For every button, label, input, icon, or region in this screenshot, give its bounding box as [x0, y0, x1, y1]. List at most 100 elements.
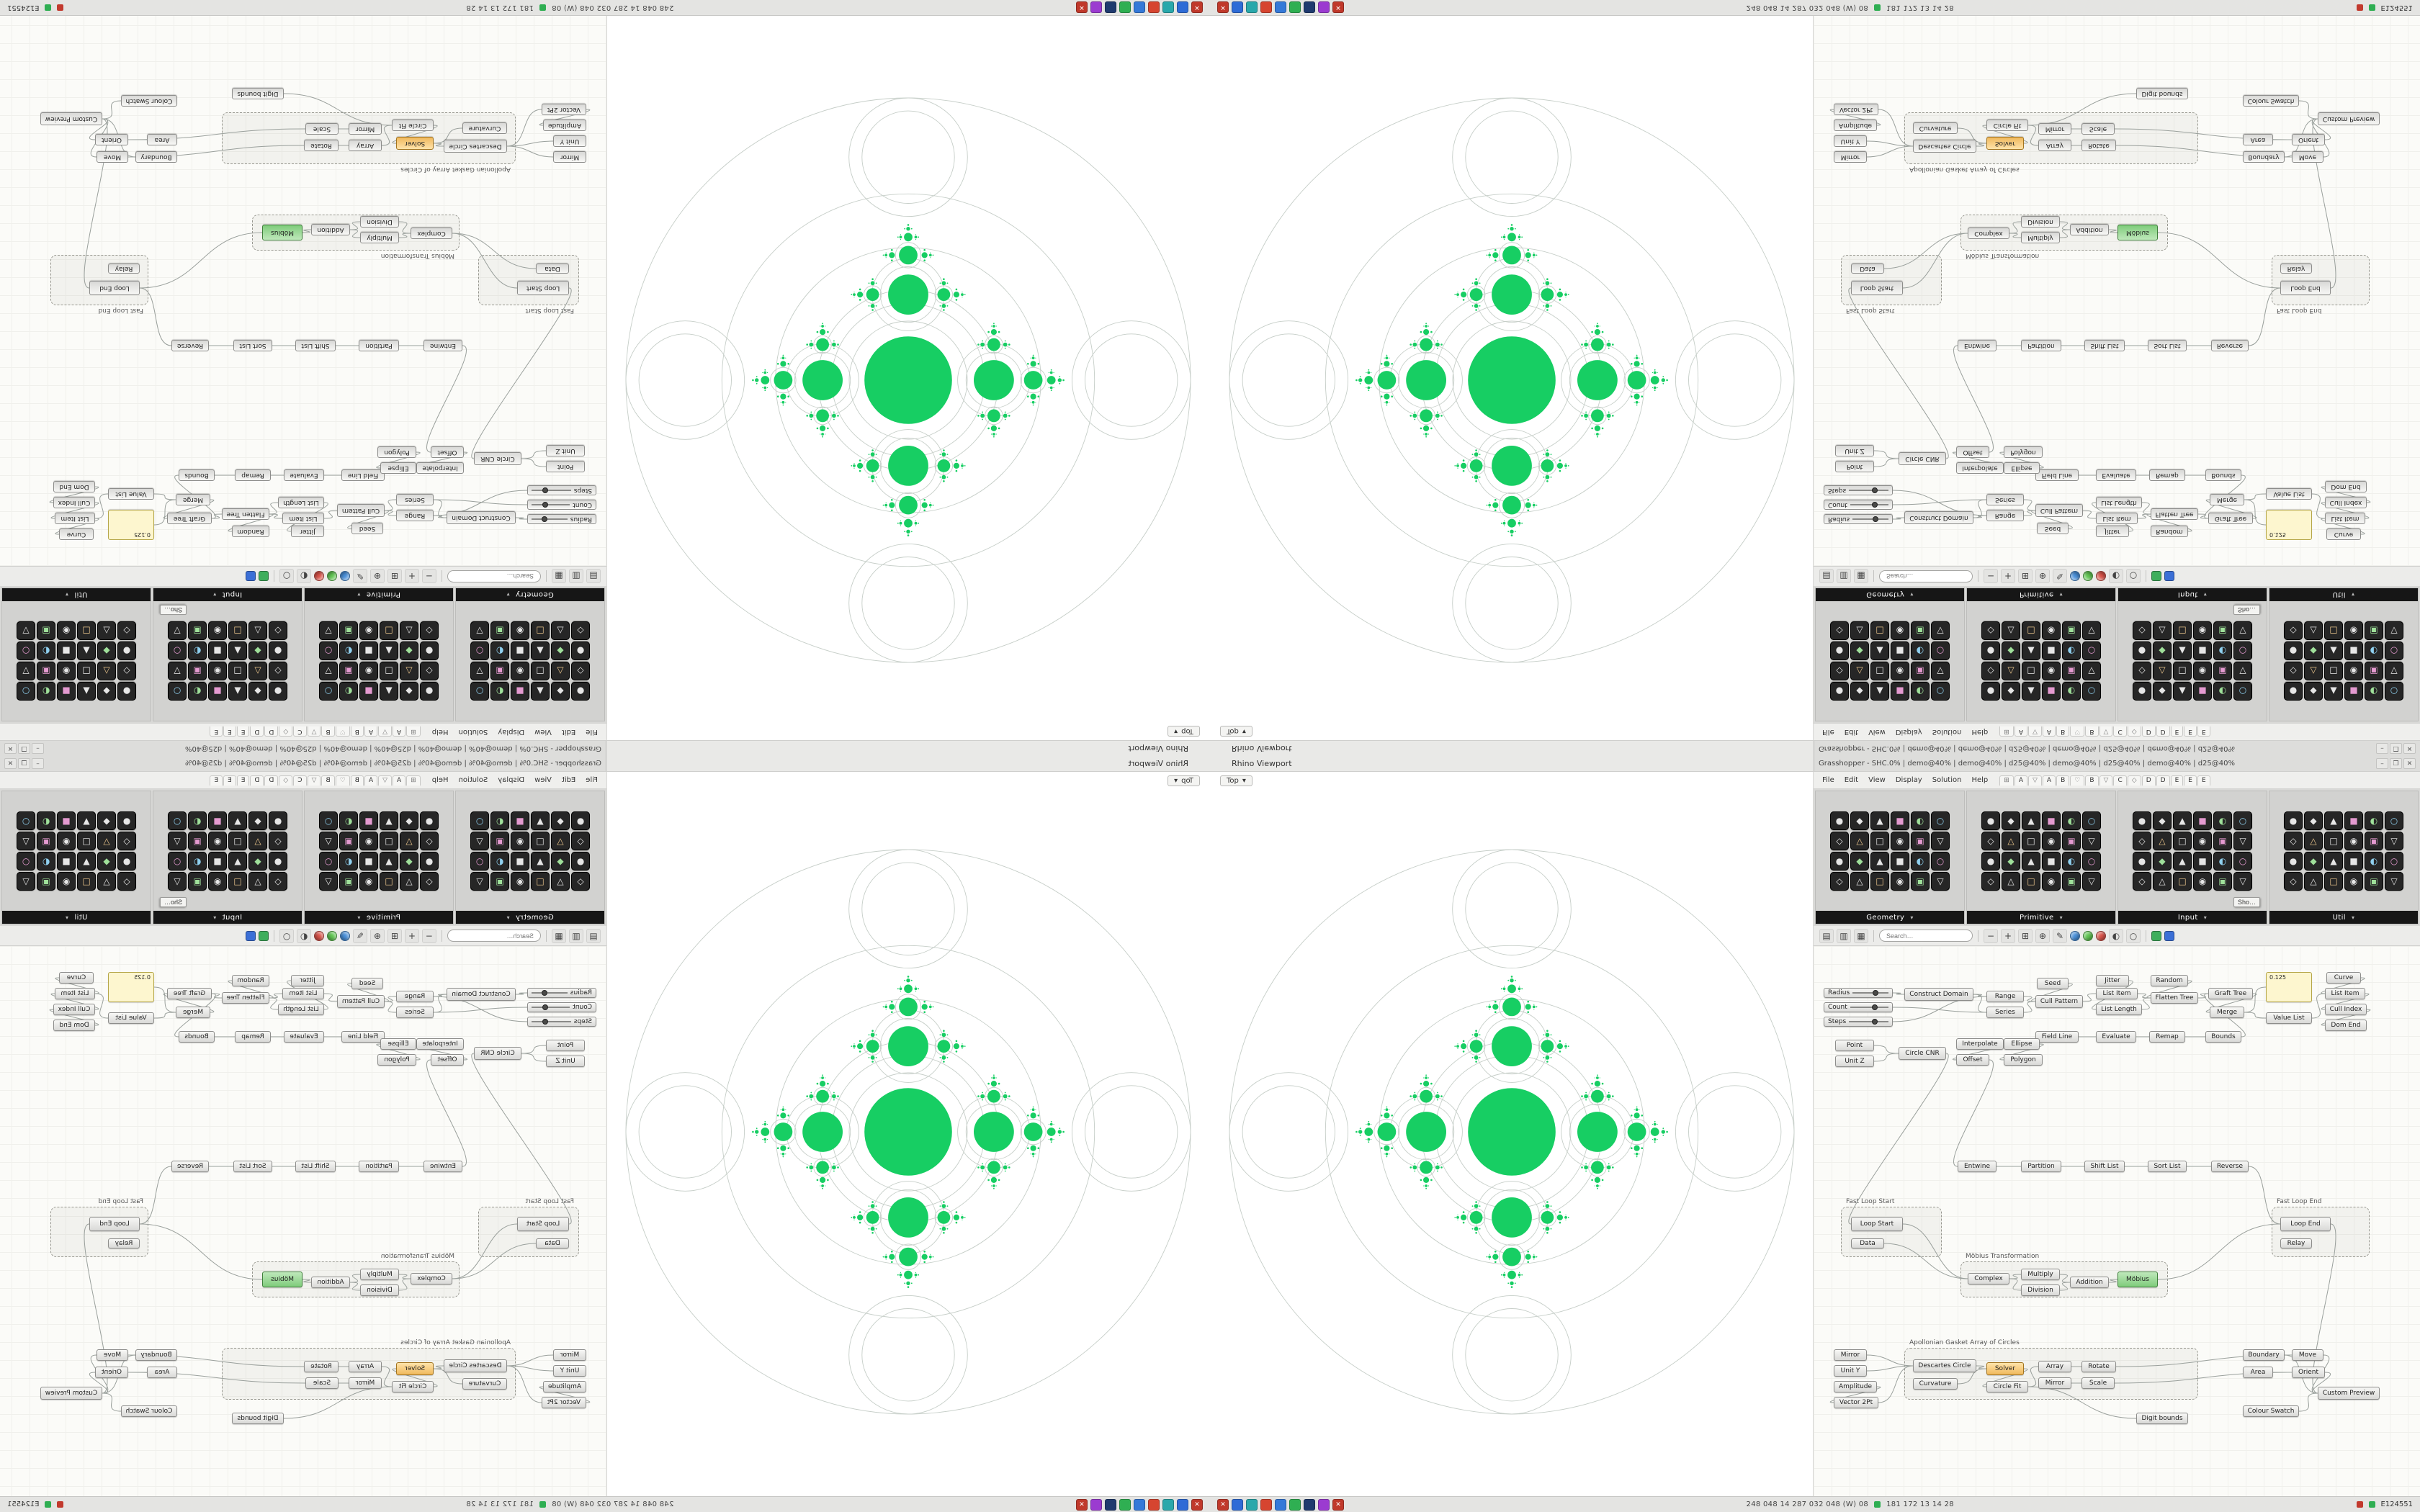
- palette-icon-md-slider[interactable]: ▽: [168, 662, 187, 680]
- node-loop-end-25[interactable]: Loop End: [2280, 281, 2331, 295]
- node-relay-26[interactable]: Relay: [108, 1238, 140, 1248]
- node-range-7[interactable]: Range: [1986, 991, 2024, 1002]
- palette-icon-context-bake[interactable]: ▣: [2213, 621, 2232, 640]
- tab-icon-0[interactable]: ⊞: [1999, 726, 2014, 737]
- node-0-125-15[interactable]: 0.125: [108, 510, 154, 540]
- node-orient-57[interactable]: Orient: [95, 134, 128, 145]
- preview-settings-button[interactable]: ◐: [2109, 928, 2123, 943]
- palette-icon-timer[interactable]: ▣: [2365, 832, 2383, 850]
- wire-35[interactable]: [1848, 287, 1949, 459]
- node-value-list-16[interactable]: Value List: [108, 488, 154, 500]
- wire-50[interactable]: [1982, 125, 2028, 144]
- wire-18[interactable]: [2321, 993, 2370, 1010]
- node-steps-2[interactable]: Steps: [1824, 1017, 1893, 1027]
- palette-icon-point-cloud[interactable]: ▲: [1870, 642, 1889, 660]
- slider-knob[interactable]: [1871, 487, 1878, 493]
- wire-36[interactable]: [452, 233, 518, 289]
- node-cull-index-19[interactable]: Cull Index: [2325, 1004, 2367, 1015]
- wire-41[interactable]: [2059, 221, 2071, 230]
- palette-icon-panel[interactable]: ◆: [2153, 642, 2172, 660]
- palette-icon-object-details[interactable]: △: [248, 621, 267, 640]
- wire-10[interactable]: [2137, 513, 2151, 519]
- palette-icon-subd[interactable]: ◐: [1911, 852, 1930, 870]
- wire-7[interactable]: [2023, 510, 2036, 516]
- node-count-1[interactable]: Count: [527, 1002, 596, 1012]
- wire-1[interactable]: [433, 1007, 528, 1013]
- node-entwine-49[interactable]: Entwine: [424, 340, 462, 351]
- palette-icon-scribble[interactable]: ◉: [57, 662, 76, 680]
- palette-icon-interval[interactable]: ●: [1981, 642, 2000, 660]
- node-multiply-28[interactable]: Multiply: [2021, 232, 2060, 243]
- node-rotate-38[interactable]: Rotate: [304, 1361, 339, 1372]
- tab-d-10[interactable]: D: [2141, 775, 2156, 786]
- node-unit-z-4[interactable]: Unit Z: [546, 445, 585, 456]
- minimize-button[interactable]: –: [2376, 758, 2388, 769]
- palette-icon-wish[interactable]: ▣: [2365, 621, 2383, 640]
- palette-panel-name-geometry[interactable]: Geometry ▾: [1816, 911, 1964, 924]
- palette-icon-fitness-landscape[interactable]: ○: [2385, 682, 2403, 701]
- palette-icon-colour[interactable]: ◆: [2002, 682, 2020, 701]
- wire-61[interactable]: [84, 118, 108, 289]
- node-offset-62[interactable]: Offset: [431, 1054, 464, 1066]
- palette-icon-twisted-box[interactable]: △: [551, 872, 570, 891]
- palette-icon-mesh-face[interactable]: ▽: [1931, 662, 1950, 680]
- slider-knob[interactable]: [1873, 990, 1879, 996]
- wire-19[interactable]: [49, 1009, 99, 1026]
- palette-icon-plane[interactable]: ●: [571, 642, 590, 660]
- sketch-button[interactable]: ✎: [353, 928, 367, 943]
- palette-icon-data-dam[interactable]: ■: [57, 811, 76, 830]
- menu-file[interactable]: File: [586, 776, 598, 784]
- node-steps-2[interactable]: Steps: [1824, 485, 1893, 495]
- node-scale-39[interactable]: Scale: [2081, 123, 2115, 135]
- node-interpolate-61[interactable]: Interpolate: [1956, 1038, 2004, 1050]
- close-button[interactable]: ✕: [2403, 758, 2416, 769]
- taskbar-app-red[interactable]: [1148, 1, 1160, 14]
- hide-preview-button[interactable]: ○: [2126, 569, 2141, 584]
- taskbar-app-lightblue[interactable]: [1134, 1, 1145, 14]
- palette-icon-control-knob[interactable]: ○: [168, 811, 187, 830]
- palette-icon-context-print[interactable]: ◉: [208, 872, 227, 891]
- palette-icon-geometry-cache[interactable]: ▣: [1911, 621, 1930, 640]
- node-custom-preview-21[interactable]: Custom Preview: [2318, 112, 2380, 125]
- node-curve-17[interactable]: Curve: [59, 528, 94, 540]
- node-polygon-63[interactable]: Polygon: [377, 446, 416, 458]
- zoom-out-button[interactable]: −: [1984, 928, 1998, 943]
- wire-28[interactable]: [376, 451, 421, 469]
- palette-icon-digit-scroller[interactable]: ◇: [269, 832, 287, 850]
- node-list-item-18[interactable]: List Item: [55, 513, 95, 524]
- palette-icon-culture[interactable]: ■: [359, 811, 378, 830]
- palette-icon-panel[interactable]: ◆: [248, 852, 267, 870]
- wire-9[interactable]: [323, 993, 338, 1002]
- node-seed-59[interactable]: Seed: [351, 978, 383, 989]
- palette-icon-point-cloud[interactable]: ▲: [531, 642, 550, 660]
- wire-61[interactable]: [2312, 1223, 2336, 1394]
- node-list-length-11[interactable]: List Length: [278, 497, 324, 508]
- node-circle-cnr-5[interactable]: Circle CNR: [1899, 452, 1946, 465]
- node-list-item-10[interactable]: List Item: [2096, 988, 2138, 999]
- palette-icon-boolean-toggle[interactable]: ●: [2133, 682, 2151, 701]
- palette-panel-name-input[interactable]: Input ▾: [2118, 588, 2267, 601]
- palette-icon-gene-pool[interactable]: △: [248, 662, 267, 680]
- pan-button[interactable]: ⊕: [370, 928, 385, 943]
- wire-24[interactable]: [2146, 980, 2192, 999]
- palette-icon-gene-pool[interactable]: △: [2153, 662, 2172, 680]
- sketch-button[interactable]: ✎: [2053, 928, 2067, 943]
- palette-panel-name-geometry[interactable]: Geometry ▾: [456, 911, 604, 924]
- palette-icon-ungroup[interactable]: ■: [2344, 852, 2363, 870]
- node-cull-pattern-9[interactable]: Cull Pattern: [2035, 504, 2083, 517]
- palette-icon-atom-data[interactable]: □: [228, 872, 247, 891]
- node-m-bius-31[interactable]: Möbius: [262, 225, 302, 240]
- palette-icon-subd[interactable]: ◐: [1911, 642, 1930, 660]
- wire-10[interactable]: [2137, 993, 2151, 999]
- node-colour-swatch-22[interactable]: Colour Swatch: [121, 1405, 177, 1417]
- wire-0[interactable]: [1892, 517, 1905, 520]
- wire-37[interactable]: [452, 233, 537, 269]
- node-polygon-63[interactable]: Polygon: [2004, 1054, 2043, 1066]
- wire-45[interactable]: [506, 140, 554, 147]
- node-move-56[interactable]: Move: [2292, 1349, 2323, 1361]
- palette-icon-telepathy[interactable]: ▽: [2385, 872, 2403, 891]
- node-rotate-38[interactable]: Rotate: [304, 140, 339, 151]
- node-flatten-tree-12[interactable]: Flatten Tree: [2151, 508, 2198, 520]
- palette-icon-galapagos[interactable]: ◇: [117, 832, 136, 850]
- wire-1[interactable]: [1892, 1007, 1987, 1013]
